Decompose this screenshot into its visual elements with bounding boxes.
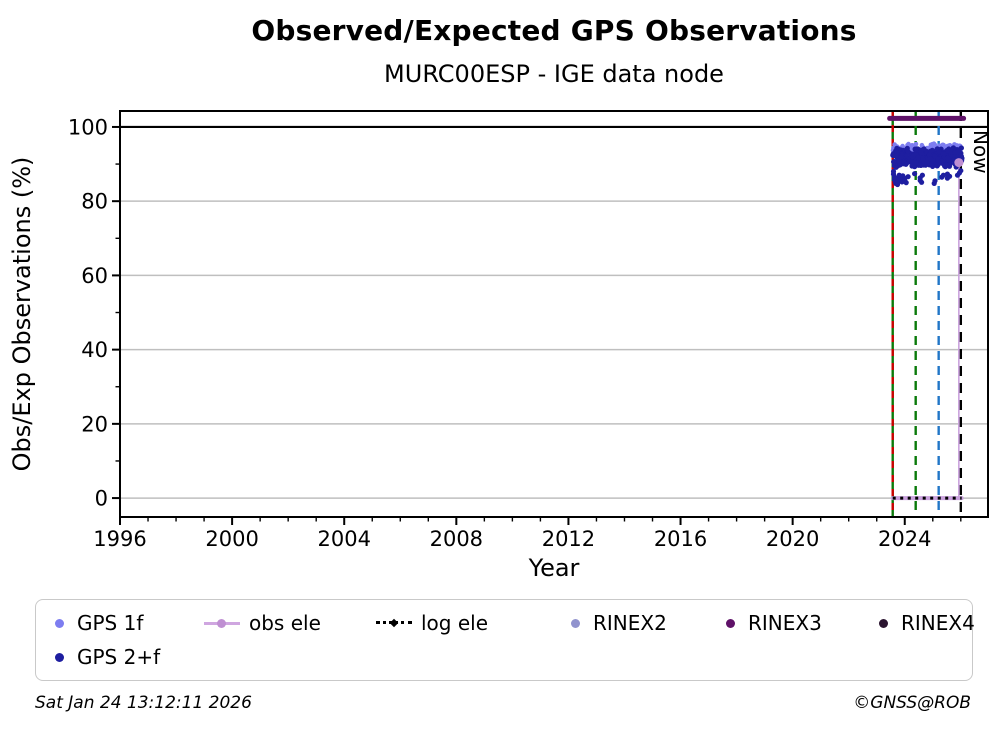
rinex4-dot-icon xyxy=(879,618,888,628)
y-tick-label: 20 xyxy=(81,412,108,436)
legend-label: RINEX2 xyxy=(593,611,667,635)
axes-ticks: 1996 2000 2004 2008 2012 2016 2020 2024 0 20 40 60 8… xyxy=(68,115,962,551)
x-axis-label: Year xyxy=(528,554,580,582)
data-series xyxy=(887,115,967,501)
legend-label: obs ele xyxy=(249,611,321,635)
legend: GPS 1f obs ele log ele RINEX2 RINEX3 RINEX4 GP… xyxy=(35,599,975,681)
y-tick-label: 80 xyxy=(81,190,108,214)
gps-1f-dot-icon xyxy=(55,618,64,628)
legend-item-gps-2-f: GPS 2+f xyxy=(48,645,204,669)
now-label: Now xyxy=(969,130,993,174)
copyright-text: ©GNSS@ROB xyxy=(853,693,971,713)
x-tick-label: 2020 xyxy=(766,527,819,551)
legend-item-rinex2: RINEX2 xyxy=(564,611,719,635)
x-tick-label: 2000 xyxy=(205,527,258,551)
chart-title: Observed/Expected GPS Observations xyxy=(251,14,857,47)
observations-plot: Now 1996 2000 2004 2008 2012 2016 2020 2024 0 20 40… xyxy=(8,110,993,582)
last-obs-ele-point xyxy=(954,158,964,168)
legend-item-rinex3: RINEX3 xyxy=(719,611,872,635)
legend-item-log-ele: log ele xyxy=(376,611,564,635)
y-tick-label: 40 xyxy=(81,338,108,362)
legend-item-gps-1f: GPS 1f xyxy=(48,611,204,635)
obs-ele-line-marker-icon xyxy=(204,618,240,629)
y-axis-label: Obs/Exp Observations (%) xyxy=(8,157,36,472)
rinex2-dot-icon xyxy=(571,618,580,628)
event-vlines: Now xyxy=(891,111,993,517)
timestamp-text: Sat Jan 24 13:12:11 2026 xyxy=(35,693,252,713)
x-tick-label: 1996 xyxy=(93,527,146,551)
legend-label: log ele xyxy=(421,611,489,635)
log-ele-dotted-line-icon xyxy=(376,618,412,629)
y-tick-label: 100 xyxy=(68,115,108,139)
chart-subtitle: MURC00ESP - IGE data node xyxy=(384,60,724,88)
y-tick-label: 60 xyxy=(81,264,108,288)
legend-item-rinex4: RINEX4 xyxy=(872,611,975,635)
y-gridlines xyxy=(120,200,988,499)
x-tick-label: 2004 xyxy=(317,527,370,551)
legend-label: GPS 1f xyxy=(77,611,144,635)
x-tick-label: 2024 xyxy=(878,527,931,551)
rinex3-dot-icon xyxy=(726,618,735,628)
plot-border xyxy=(119,110,989,518)
x-tick-label: 2008 xyxy=(430,527,483,551)
legend-label: RINEX4 xyxy=(901,611,975,635)
gps-2-f-dot-icon xyxy=(55,652,64,662)
legend-grid: GPS 1f obs ele log ele RINEX2 RINEX3 RINEX4 GP… xyxy=(48,606,975,674)
legend-label: GPS 2+f xyxy=(77,645,161,669)
x-tick-label: 2016 xyxy=(654,527,707,551)
legend-label: RINEX3 xyxy=(748,611,822,635)
x-tick-label: 2012 xyxy=(542,527,595,551)
legend-item-obs-ele: obs ele xyxy=(204,611,376,635)
y-tick-label: 0 xyxy=(95,487,108,511)
scatter-gps-2-f xyxy=(890,145,965,188)
